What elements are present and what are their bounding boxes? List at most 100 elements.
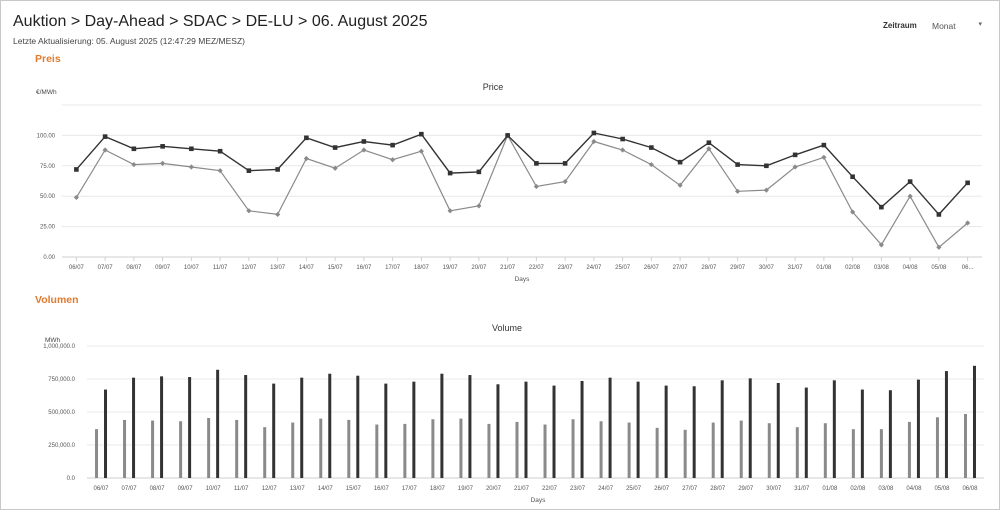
- bar: [804, 387, 808, 478]
- bar: [412, 381, 416, 478]
- bar: [692, 386, 696, 478]
- period-dropdown[interactable]: Monat ▾: [924, 16, 988, 34]
- x-tick-label: 20/07: [471, 265, 487, 271]
- y-axis-label: €/MWh: [36, 89, 57, 96]
- bar: [179, 421, 183, 478]
- x-tick-label: 13/07: [290, 486, 306, 492]
- x-tick-label: 29/07: [738, 486, 754, 492]
- x-tick-label: 14/07: [299, 265, 315, 271]
- data-point: [102, 134, 108, 139]
- x-tick-label: 27/07: [682, 486, 698, 492]
- data-point: [447, 208, 453, 214]
- x-tick-label: 24/07: [586, 265, 602, 271]
- data-point: [304, 135, 309, 141]
- bar: [235, 419, 239, 478]
- x-tick-label: 28/07: [710, 486, 726, 492]
- data-point: [677, 182, 683, 188]
- bar: [776, 382, 780, 478]
- x-tick-label: 15/07: [328, 265, 344, 271]
- data-point: [390, 157, 396, 163]
- bar: [552, 385, 556, 478]
- bar: [347, 419, 351, 478]
- bar: [95, 429, 99, 478]
- y-tick-label: 250,000.0: [48, 443, 75, 449]
- bar: [468, 375, 472, 478]
- data-point: [907, 179, 913, 184]
- data-point: [878, 242, 884, 248]
- data-point: [476, 203, 482, 209]
- x-tick-label: 12/07: [262, 486, 278, 492]
- bar: [860, 389, 864, 478]
- x-tick-label: 09/07: [155, 265, 171, 271]
- x-tick-label: 03/08: [874, 265, 890, 271]
- x-tick-label: 22/07: [542, 486, 558, 492]
- bar: [972, 365, 976, 478]
- bar: [888, 390, 892, 478]
- bar: [132, 377, 136, 478]
- bar: [459, 418, 463, 478]
- data-point: [74, 167, 79, 172]
- y-tick-label: 0.0: [67, 476, 76, 482]
- data-point: [591, 138, 597, 145]
- data-point: [764, 163, 769, 169]
- data-point: [476, 169, 482, 175]
- data-point: [620, 147, 626, 153]
- y-axis-label: MWh: [45, 337, 61, 344]
- data-point: [965, 180, 970, 186]
- bar: [627, 422, 631, 478]
- data-point: [821, 154, 827, 160]
- bar: [384, 383, 388, 478]
- data-point: [936, 244, 942, 250]
- data-point: [792, 164, 798, 170]
- bar: [636, 381, 640, 478]
- x-tick-label: 04/08: [903, 265, 919, 271]
- x-tick-label: 08/07: [126, 265, 142, 271]
- x-tick-label: 27/07: [673, 265, 689, 271]
- x-tick-label: 17/07: [402, 486, 418, 492]
- data-point: [390, 142, 395, 148]
- data-point: [332, 145, 338, 150]
- x-tick-label: 19/07: [458, 486, 474, 492]
- x-tick-label: 22/07: [529, 265, 545, 271]
- data-point: [562, 179, 568, 185]
- data-point: [706, 146, 712, 152]
- x-tick-label: 18/07: [414, 265, 430, 271]
- bar: [739, 420, 743, 478]
- x-tick-label: 16/07: [356, 265, 372, 271]
- x-tick-label: 04/08: [906, 486, 922, 492]
- x-tick-label: 20/07: [486, 486, 502, 492]
- data-point: [534, 161, 539, 166]
- bar: [160, 376, 164, 478]
- data-point: [649, 145, 654, 150]
- bar: [188, 377, 192, 478]
- bar: [655, 427, 659, 478]
- bar: [767, 423, 771, 478]
- bar: [879, 429, 883, 478]
- data-point: [73, 194, 79, 201]
- bar: [823, 423, 827, 478]
- x-tick-label: 23/07: [570, 486, 586, 492]
- data-point: [217, 148, 223, 154]
- data-point: [936, 212, 942, 217]
- y-tick-label: 50.00: [40, 194, 56, 200]
- page-title: Auktion > Day-Ahead > SDAC > DE-LU > 06.…: [13, 13, 428, 30]
- bar: [748, 378, 752, 478]
- data-point: [418, 148, 424, 154]
- x-tick-label: 05/08: [931, 265, 947, 271]
- x-tick-label: 24/07: [598, 486, 614, 492]
- section-title-volume: Volumen: [35, 294, 79, 306]
- data-point: [620, 136, 625, 142]
- bar: [944, 371, 948, 478]
- x-tick-label: 06/07: [69, 265, 85, 271]
- x-tick-label: 31/07: [794, 486, 810, 492]
- bar: [916, 379, 920, 478]
- x-tick-label: 09/07: [178, 486, 194, 492]
- data-point: [907, 193, 913, 199]
- series-line: [75, 132, 969, 216]
- x-tick-label: 02/08: [845, 265, 861, 271]
- bar: [151, 420, 155, 478]
- section-title-price: Preis: [35, 53, 61, 65]
- data-point: [217, 168, 223, 174]
- chevron-down-icon: ▾: [978, 21, 982, 28]
- bar: [300, 377, 304, 478]
